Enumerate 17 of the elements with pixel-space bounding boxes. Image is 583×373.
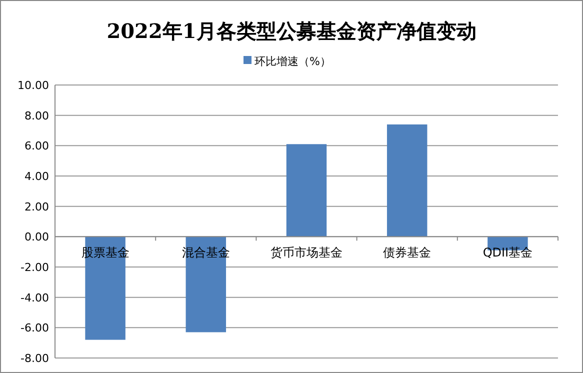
- x-tick-label: 货币市场基金: [270, 246, 342, 260]
- x-tick-label: 债券基金: [383, 246, 432, 260]
- y-tick-label: 6.00: [24, 140, 49, 153]
- bar: [386, 124, 428, 237]
- chart-title: 2022年1月各类型公募基金资产净值变动: [106, 19, 476, 43]
- legend-label: 环比增速（%）: [254, 55, 331, 68]
- y-tick-label: 0.00: [24, 230, 49, 244]
- y-tick-label: 8.00: [24, 109, 49, 122]
- y-tick-label: 10.00: [18, 79, 49, 92]
- y-tick-label: -2.00: [20, 261, 49, 274]
- y-tick-label: -8.00: [20, 352, 49, 365]
- y-tick-label: -6.00: [20, 322, 49, 335]
- y-tick-label: 4.00: [24, 170, 49, 183]
- x-tick-label: QDII基金: [482, 246, 533, 260]
- y-tick-label: 2.00: [24, 200, 49, 214]
- y-tick-label: -4.00: [20, 291, 49, 304]
- bar: [286, 144, 327, 237]
